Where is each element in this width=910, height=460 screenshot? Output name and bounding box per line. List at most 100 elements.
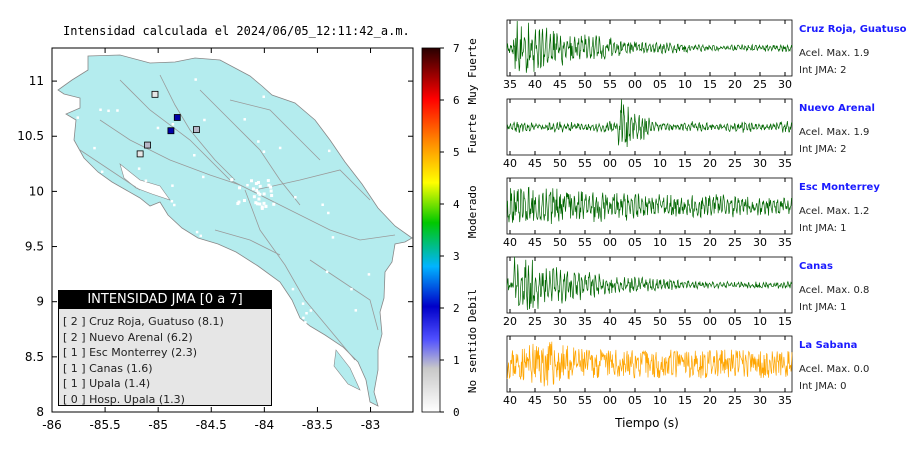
trace-tick-label: 25 — [728, 236, 742, 249]
station-name: Canas — [799, 261, 833, 272]
trace-tick-label: 40 — [503, 236, 517, 249]
city-dot — [160, 255, 163, 259]
jma-intensity: Int JMA: 1 — [799, 223, 847, 234]
city-dot — [124, 235, 127, 238]
road-network — [79, 74, 396, 361]
trace-tick-label: 25 — [528, 315, 542, 328]
trace-frame — [506, 335, 793, 393]
city-dot — [262, 192, 266, 196]
lat-tick-label: 9 — [36, 295, 44, 309]
legend-title: INTENSIDAD JMA [0 a 7] — [59, 291, 271, 309]
trace-tick-label: 10 — [653, 394, 667, 407]
colorbar-intensity-label: Moderado — [466, 185, 479, 238]
city-dot — [171, 122, 175, 126]
city-dot — [193, 153, 196, 157]
max-acceleration: Acel. Max. 0.0 — [799, 364, 870, 375]
city-dot — [256, 202, 260, 206]
colorbar-tick-label: 3 — [453, 250, 460, 263]
lat-tick-label: 10 — [29, 184, 44, 198]
trace-waveform — [506, 186, 793, 225]
trace-tick-label: 20 — [728, 78, 742, 91]
trace-tick-label: 50 — [553, 157, 567, 170]
trace-tick-label: 45 — [553, 78, 567, 91]
city-dot — [262, 201, 266, 205]
trace-waveform — [506, 341, 793, 387]
intensity-colorbar: 0 1 2 3 4 5 6 7 No sentido Debil Moderado Fuerte Mu… — [421, 38, 479, 419]
jma-intensity: Int JMA: 1 — [799, 302, 847, 313]
lon-tick-label: -83.5 — [302, 418, 333, 432]
city-dot — [101, 257, 105, 261]
city-dot — [96, 187, 100, 190]
trace-tick-label: 00 — [603, 157, 617, 170]
colorbar-intensity-label: Muy Fuerte — [466, 38, 479, 104]
city-dot — [313, 111, 317, 115]
city-dot — [305, 335, 308, 339]
trace-tick-label: 55 — [578, 236, 592, 249]
city-dot — [327, 149, 331, 153]
colorbar-tick-label: 1 — [453, 354, 460, 367]
trace-tick-label: 00 — [603, 236, 617, 249]
lat-tick-label: 8.5 — [25, 350, 44, 364]
city-dot — [242, 198, 246, 202]
trace-tick-label: 15 — [703, 78, 717, 91]
station-marker — [192, 126, 200, 134]
trace-tick-label: 15 — [678, 236, 692, 249]
city-dot — [203, 118, 206, 122]
trace-tick-label: 00 — [603, 394, 617, 407]
city-dot — [258, 202, 262, 206]
city-dot — [267, 183, 271, 187]
city-dot — [93, 146, 96, 150]
trace-tick-label: 00 — [628, 78, 642, 91]
trace-tick-label: 10 — [653, 157, 667, 170]
station-name: La Sabana — [799, 340, 858, 351]
colorbar-intensity-label: Fuerte — [466, 114, 479, 154]
city-dot — [170, 199, 174, 203]
legend-row: [ 1 ] Upala (1.4) — [63, 377, 151, 390]
trace-waveform — [506, 256, 793, 311]
trace-tick-label: 30 — [753, 157, 767, 170]
trace-tick-label: 40 — [503, 394, 517, 407]
trace-tick-label: 40 — [603, 315, 617, 328]
legend-row: [ 1 ] Canas (1.6) — [63, 361, 153, 375]
trace-tick-label: 40 — [528, 78, 542, 91]
lon-tick-label: -84.5 — [196, 418, 227, 432]
trace-tick-label: 35 — [778, 157, 792, 170]
trace-tick-label: 10 — [653, 236, 667, 249]
city-dot — [302, 316, 305, 320]
city-dot — [331, 236, 335, 239]
city-dot — [305, 311, 308, 315]
city-dot — [294, 195, 297, 199]
legend-row: [ 2 ] Cruz Roja, Guatuso (8.1) — [63, 315, 224, 328]
lat-tick-label: 11 — [29, 74, 44, 88]
station-name: Nuevo Arenal — [799, 103, 875, 114]
trace-tick-label: 05 — [628, 157, 642, 170]
trace-tick-label: 55 — [678, 315, 692, 328]
max-acceleration: Acel. Max. 1.9 — [799, 48, 870, 59]
city-dot — [236, 202, 240, 206]
city-dot — [176, 259, 179, 263]
city-dot — [262, 150, 266, 153]
max-acceleration: Acel. Max. 1.2 — [799, 206, 870, 217]
lat-tick-label: 8 — [36, 405, 44, 419]
city-dot — [173, 203, 176, 207]
trace-waveform — [506, 99, 793, 148]
city-dot — [384, 204, 388, 207]
max-acceleration: Acel. Max. 0.8 — [799, 285, 870, 296]
colorbar-tick-label: 7 — [453, 42, 460, 55]
city-dot — [238, 186, 242, 190]
trace-frame — [506, 177, 793, 235]
city-dot — [256, 191, 260, 195]
trace-tick-label: 15 — [778, 315, 792, 328]
jma-intensity: Int JMA: 2 — [799, 144, 847, 155]
city-dot — [171, 184, 174, 187]
city-dot — [258, 184, 262, 188]
colorbar-intensity-label: No sentido — [466, 327, 479, 393]
station-marker — [136, 150, 144, 158]
trace-frame — [506, 19, 793, 77]
station-name: Esc Monterrey — [799, 182, 880, 193]
city-dot — [327, 211, 330, 215]
city-dot — [262, 95, 265, 98]
trace-tick-label: 45 — [528, 394, 542, 407]
city-dot — [135, 184, 139, 188]
station-markers — [136, 90, 200, 158]
